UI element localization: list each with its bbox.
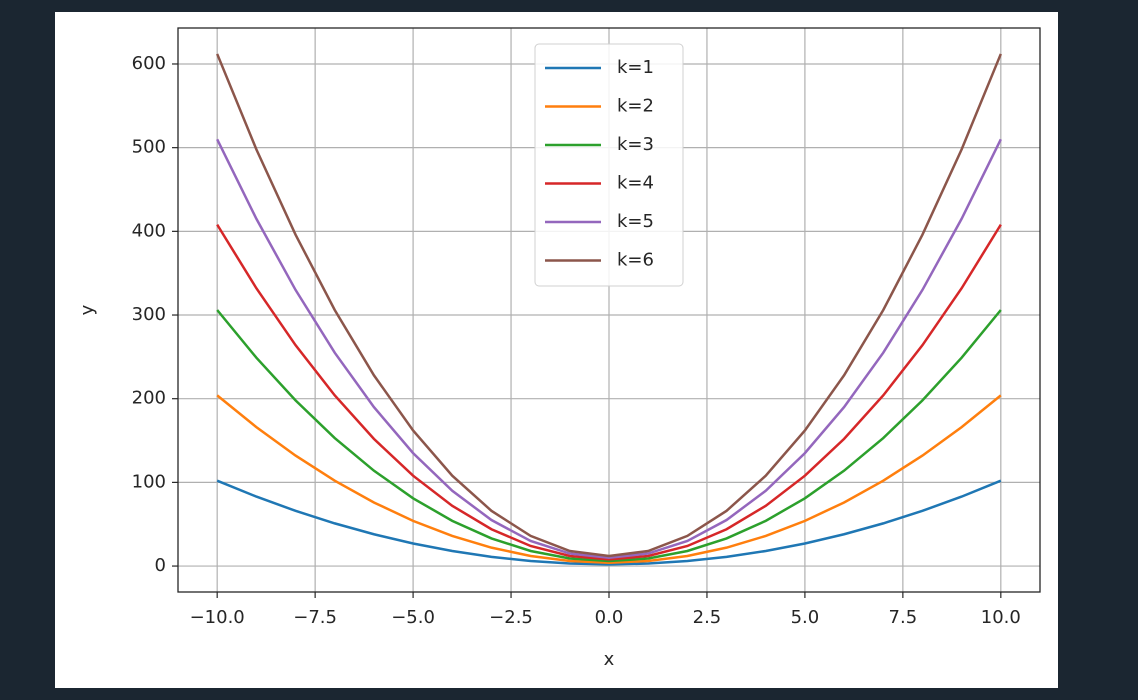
x-tick-label: 0.0 [595,607,624,628]
legend-label: k=5 [617,211,654,232]
series-line [216,394,1002,564]
y-tick-label: 600 [132,53,166,74]
x-tick-label: 2.5 [693,607,722,628]
series-line [216,309,1002,563]
series-line [216,223,1002,561]
y-tick-label: 500 [132,137,166,158]
legend-label: k=3 [617,134,654,155]
x-tick-label: −7.5 [293,607,337,628]
series-line [216,53,1002,558]
x-tick-label: 10.0 [981,607,1021,628]
x-tick-label: −10.0 [190,607,245,628]
x-axis-label: x [604,649,615,670]
y-tick-label: 100 [132,471,166,492]
y-tick-label: 0 [155,555,166,576]
legend-label: k=4 [617,173,654,194]
series-line [216,138,1002,559]
y-tick-label: 400 [132,220,166,241]
x-tick-label: −5.0 [391,607,435,628]
legend-box [534,43,684,287]
y-tick-label: 200 [132,388,166,409]
x-tick-label: 7.5 [889,607,918,628]
series-line [216,479,1002,566]
y-axis-label: y [77,304,98,315]
legend-label: k=2 [617,96,654,117]
legend: k=1 k=2 k=3 k=4 k=5 k=6 [534,43,684,287]
x-tick-label: 5.0 [791,607,820,628]
x-tick-label: −2.5 [489,607,533,628]
plot-frame [177,27,1041,593]
legend-label: k=6 [617,250,654,271]
y-tick-label: 300 [132,304,166,325]
legend-label: k=1 [617,57,654,78]
